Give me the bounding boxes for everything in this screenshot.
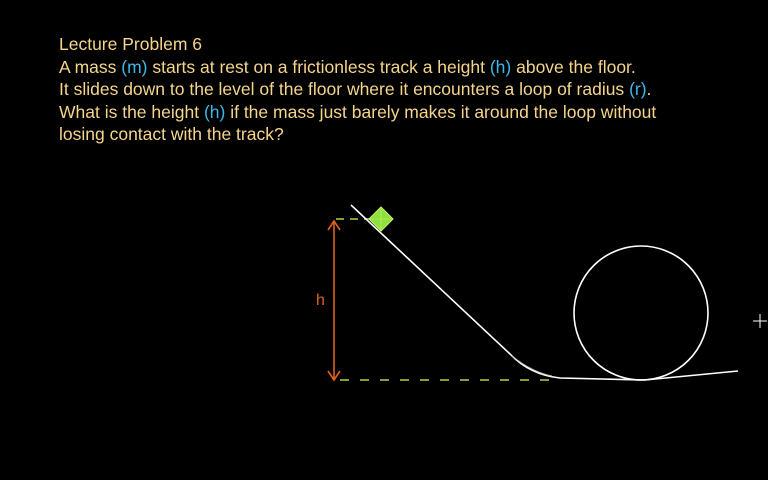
track-loop [573,245,709,381]
var-h: (h) [489,56,512,77]
height-arrow [327,219,341,382]
problem-title: Lecture Problem 6 [59,34,202,54]
problem-line-1: A mass (m) starts at rest on a frictionl… [59,56,636,77]
height-label: h [316,292,325,309]
var-m: (m) [121,56,148,77]
problem-line-2: It slides down to the level of the floor… [59,79,652,99]
mass-block [368,206,394,232]
var-h-question: (h) [203,101,226,122]
problem-text: Lecture Problem 6 A mass (m) starts at r… [59,33,759,146]
var-r: (r) [629,79,647,99]
track-ramp-shadow [511,355,553,377]
problem-line-3: What is the height (h) if the mass just … [59,101,657,122]
crosshair-cursor-icon [753,314,767,328]
problem-line-4: losing contact with the track? [59,124,284,144]
track-ramp [350,204,739,381]
